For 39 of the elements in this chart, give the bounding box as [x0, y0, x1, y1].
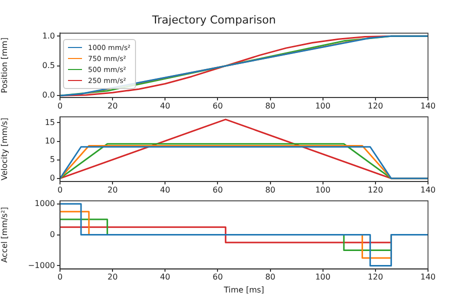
x-tick-label: 140 [420, 101, 436, 110]
x-tick-label: 20 [107, 101, 118, 110]
x-tick-label: 100 [315, 101, 330, 110]
x-tick-label: 120 [368, 185, 384, 194]
x-tick-label: 120 [368, 101, 384, 110]
x-tick-label: 20 [107, 272, 118, 282]
y-tick-label: 10 [44, 136, 55, 146]
x-tick-label: 140 [420, 272, 436, 282]
y-tick-label: 1000 [34, 198, 55, 208]
y-tick-label: 1.0 [42, 31, 55, 40]
y-tick-label: 15 [44, 118, 55, 127]
y-axis-title: Accel [mm/s²] [0, 206, 9, 263]
x-tick-label: 60 [212, 272, 223, 282]
x-axis-title: Time [ms] [222, 285, 264, 294]
x-tick-label: 0 [57, 272, 63, 282]
x-tick-label: 0 [57, 185, 63, 194]
x-tick-label: 0 [57, 101, 63, 110]
y-axis-title: Position [mm] [0, 38, 9, 94]
x-tick-label: 20 [107, 185, 118, 194]
y-tick-label: 0.0 [42, 90, 55, 100]
x-tick-label: 40 [160, 272, 170, 282]
y-tick-label: 0 [50, 174, 55, 183]
x-tick-label: 80 [265, 272, 276, 282]
chart-title: Trajectory Comparison [151, 13, 276, 26]
x-tick-label: 140 [420, 185, 436, 194]
x-tick-label: 40 [160, 101, 170, 110]
y-tick-label: 0 [50, 230, 55, 239]
x-tick-label: 100 [315, 272, 330, 282]
x-tick-label: 80 [265, 101, 276, 110]
x-tick-label: 120 [368, 272, 384, 282]
x-tick-label: 80 [265, 185, 276, 194]
x-tick-label: 60 [212, 185, 223, 194]
y-tick-label: −1000 [28, 260, 55, 270]
x-tick-label: 40 [160, 185, 170, 194]
y-tick-label: 5 [50, 154, 55, 164]
x-tick-label: 100 [315, 185, 330, 194]
y-tick-label: 0.5 [42, 60, 55, 70]
x-tick-label: 60 [212, 101, 223, 110]
y-axis-title: Velocity [mm/s] [0, 118, 9, 180]
